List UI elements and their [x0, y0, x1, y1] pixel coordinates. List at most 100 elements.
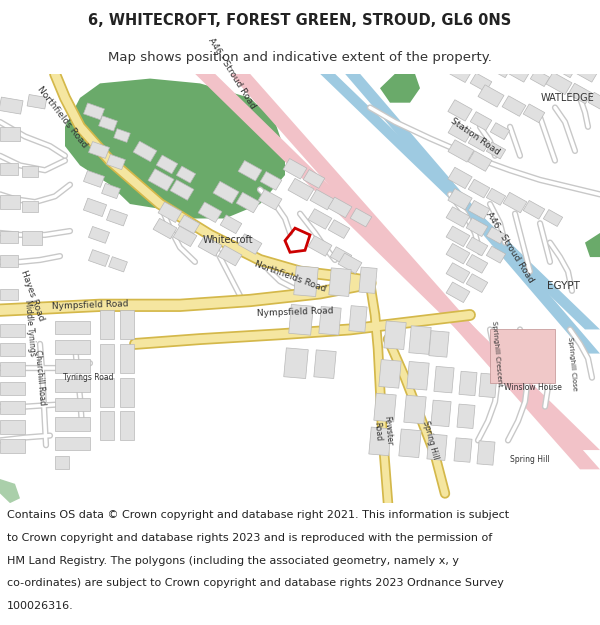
Polygon shape — [487, 227, 506, 244]
Polygon shape — [198, 202, 222, 222]
Polygon shape — [359, 267, 377, 293]
Polygon shape — [55, 359, 90, 373]
Polygon shape — [470, 112, 492, 131]
Polygon shape — [585, 233, 600, 257]
Polygon shape — [178, 215, 200, 234]
Polygon shape — [0, 289, 18, 301]
Text: HM Land Registry. The polygons (including the associated geometry, namely x, y: HM Land Registry. The polygons (includin… — [7, 556, 459, 566]
Polygon shape — [100, 310, 114, 339]
Polygon shape — [330, 247, 352, 266]
Polygon shape — [22, 166, 38, 177]
Polygon shape — [101, 183, 121, 199]
Text: 6, WHITECROFT, FOREST GREEN, STROUD, GL6 0NS: 6, WHITECROFT, FOREST GREEN, STROUD, GL6… — [88, 13, 512, 28]
Polygon shape — [314, 350, 336, 379]
Polygon shape — [0, 255, 18, 267]
Polygon shape — [198, 236, 222, 256]
Polygon shape — [553, 56, 577, 78]
Polygon shape — [120, 411, 134, 441]
Polygon shape — [0, 324, 25, 337]
Polygon shape — [448, 61, 472, 82]
Polygon shape — [0, 196, 20, 209]
Text: A46 - Stroud Road: A46 - Stroud Road — [206, 37, 257, 111]
Polygon shape — [55, 398, 90, 411]
Text: Nympsfield Road: Nympsfield Road — [257, 306, 334, 318]
Text: WATLEDGE: WATLEDGE — [541, 93, 595, 103]
Polygon shape — [88, 142, 110, 158]
Polygon shape — [0, 127, 20, 141]
Polygon shape — [0, 231, 18, 242]
Polygon shape — [55, 379, 90, 392]
Polygon shape — [100, 378, 114, 407]
Polygon shape — [380, 74, 420, 102]
Polygon shape — [120, 344, 134, 373]
Polygon shape — [448, 100, 472, 121]
Text: Map shows position and indicative extent of the property.: Map shows position and indicative extent… — [108, 51, 492, 64]
Polygon shape — [374, 393, 396, 422]
Polygon shape — [544, 209, 563, 226]
Polygon shape — [173, 226, 197, 247]
Polygon shape — [195, 74, 600, 450]
Polygon shape — [308, 209, 332, 229]
Text: Springhill Crescent: Springhill Crescent — [491, 321, 503, 387]
Polygon shape — [446, 207, 470, 227]
Polygon shape — [83, 198, 107, 217]
Polygon shape — [148, 169, 174, 191]
Polygon shape — [448, 168, 472, 189]
Polygon shape — [508, 63, 530, 82]
Polygon shape — [379, 359, 401, 388]
Text: Spring Hill: Spring Hill — [510, 455, 550, 464]
Polygon shape — [133, 141, 157, 162]
Text: Middle Tynings: Middle Tynings — [23, 299, 37, 356]
Text: Tynings Road: Tynings Road — [63, 373, 113, 382]
Polygon shape — [488, 56, 512, 78]
Polygon shape — [446, 262, 470, 283]
Polygon shape — [218, 246, 242, 266]
Polygon shape — [446, 244, 470, 264]
Polygon shape — [288, 178, 314, 201]
Polygon shape — [0, 420, 25, 434]
Polygon shape — [446, 226, 470, 247]
Text: Hayes Road: Hayes Road — [19, 269, 46, 322]
Polygon shape — [431, 400, 451, 427]
Polygon shape — [487, 246, 506, 263]
Polygon shape — [294, 266, 318, 296]
Polygon shape — [466, 254, 488, 273]
Polygon shape — [478, 85, 504, 107]
Text: Whitecroft: Whitecroft — [203, 235, 253, 245]
Polygon shape — [114, 129, 130, 142]
Polygon shape — [303, 169, 325, 188]
Polygon shape — [156, 155, 178, 174]
Polygon shape — [466, 217, 488, 236]
Polygon shape — [454, 438, 472, 462]
Polygon shape — [220, 215, 242, 234]
Polygon shape — [487, 188, 506, 205]
Polygon shape — [236, 192, 260, 213]
Polygon shape — [487, 142, 506, 159]
Polygon shape — [230, 74, 600, 469]
Polygon shape — [434, 366, 454, 393]
Polygon shape — [83, 171, 104, 187]
Polygon shape — [120, 378, 134, 407]
Polygon shape — [100, 344, 114, 373]
Polygon shape — [477, 441, 495, 465]
Polygon shape — [55, 456, 69, 469]
Text: Nympsfield Road: Nympsfield Road — [52, 299, 128, 311]
Polygon shape — [502, 96, 526, 116]
Polygon shape — [238, 234, 262, 254]
Text: A46 - Stroud Road: A46 - Stroud Road — [484, 211, 536, 284]
Polygon shape — [328, 197, 352, 217]
Polygon shape — [0, 343, 25, 356]
Polygon shape — [0, 381, 25, 395]
Polygon shape — [310, 189, 334, 210]
Polygon shape — [459, 371, 477, 396]
Polygon shape — [55, 418, 90, 431]
Polygon shape — [153, 218, 177, 239]
Text: to Crown copyright and database rights 2023 and is reproduced with the permissio: to Crown copyright and database rights 2… — [7, 533, 493, 543]
Polygon shape — [0, 401, 25, 414]
Polygon shape — [328, 220, 350, 239]
Polygon shape — [338, 253, 362, 274]
Polygon shape — [27, 94, 47, 109]
Polygon shape — [88, 226, 110, 243]
Polygon shape — [448, 189, 472, 210]
Polygon shape — [349, 306, 367, 332]
